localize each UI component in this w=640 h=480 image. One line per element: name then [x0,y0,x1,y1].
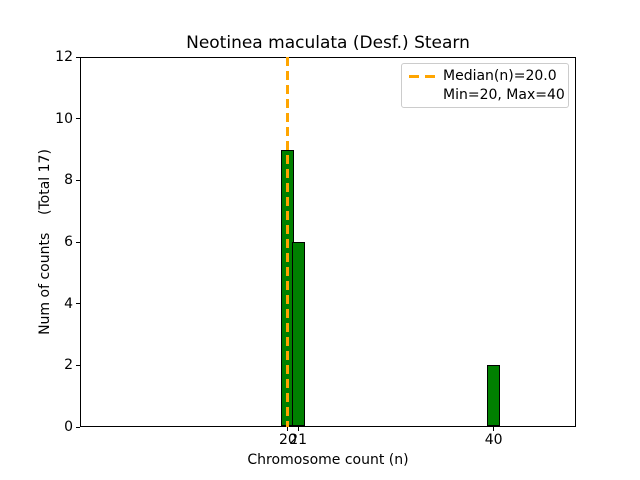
median-line [286,57,290,427]
y-tick-label: 2 [64,357,73,374]
y-tick-label: 6 [64,234,73,250]
y-tick [76,118,80,120]
x-tick [493,427,495,431]
legend-entry-median: Median(n)=20.0 [409,67,568,86]
y-tick [76,364,80,366]
legend-label-minmax: Min=20, Max=40 [443,87,565,103]
legend-label-median: Median(n)=20.0 [443,68,557,84]
y-tick [76,241,80,243]
x-axis-label: Chromosome count (n) [247,452,409,468]
chart-title: Neotinea maculata (Desf.) Stearn [186,33,470,53]
x-tick-label: 20 [278,432,297,448]
empty-swatch [409,94,435,97]
y-tick [76,179,80,181]
x-tick [287,427,289,431]
y-tick-label: 0 [64,419,73,435]
y-tick-label: 12 [55,49,73,65]
y-tick-label: 8 [64,172,73,189]
bar-n40 [487,365,501,426]
x-tick [297,427,299,431]
y-tick [76,56,80,58]
y-tick [76,426,80,428]
y-tick-label: 4 [64,295,73,312]
median-dashed-line-swatch [409,75,435,78]
y-tick [76,303,80,305]
x-tick-label: 21 [289,432,308,448]
legend-entry-minmax: Min=20, Max=40 [409,86,568,105]
y-tick-label: 10 [55,110,73,127]
plot-area [80,57,576,427]
bar-n21 [291,242,305,426]
x-tick-label: 40 [484,432,503,448]
legend: Median(n)=20.0 Min=20, Max=40 [401,63,569,108]
